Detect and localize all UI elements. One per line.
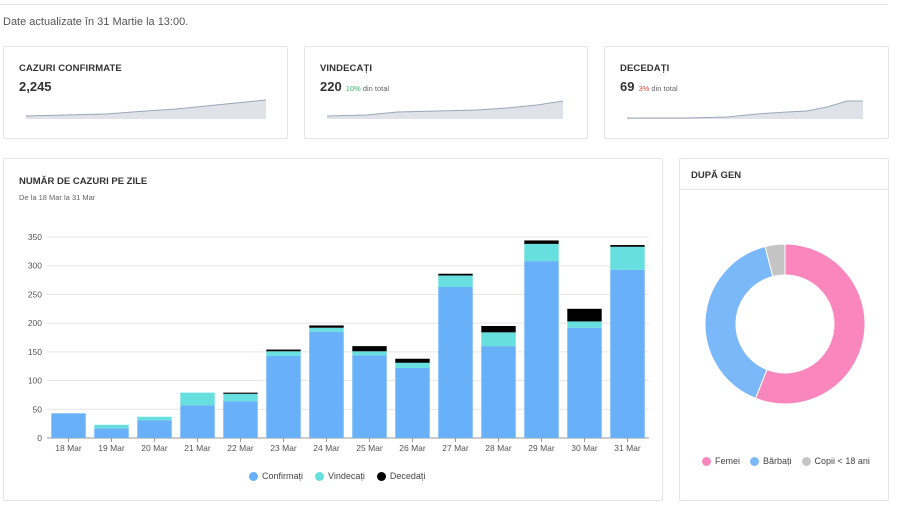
y-tick-label: 100 [28, 376, 42, 386]
x-tick-label: 21 Mar [184, 443, 211, 453]
x-tick-label: 22 Mar [227, 443, 254, 453]
slice-men[interactable] [704, 245, 774, 400]
bar-recovered[interactable] [567, 321, 602, 328]
update-timestamp: Date actualizate în 31 Martie la 13:00. [3, 16, 189, 28]
stat-title: VINDECAȚI [320, 63, 373, 74]
x-tick-label: 29 Mar [528, 443, 555, 453]
bar-confirmed[interactable] [567, 327, 602, 438]
x-tick-label: 19 Mar [98, 443, 125, 453]
y-tick-label: 200 [28, 318, 42, 328]
bar-deceased[interactable] [610, 245, 645, 247]
x-tick-label: 24 Mar [313, 443, 340, 453]
bar-deceased[interactable] [266, 349, 301, 352]
legend-deceased[interactable]: Decedați [376, 471, 425, 481]
bar-recovered[interactable] [266, 351, 301, 356]
bar-deceased[interactable] [309, 325, 344, 328]
bar-confirmed[interactable] [395, 367, 430, 438]
legend-confirmed[interactable]: Confirmați [249, 471, 303, 481]
daily-bar-chart: 0 50 100 150 200 250 300 350 18 Mar 19 Mar 20 Mar 2… [28, 232, 649, 453]
x-tick-label: 28 Mar [485, 443, 512, 453]
panel-title: NUMĂR DE CAZURI PE ZILE [19, 176, 148, 187]
bar-confirmed[interactable] [51, 413, 86, 438]
slice-women[interactable] [754, 243, 866, 405]
bar-deceased[interactable] [524, 240, 559, 244]
stat-percent: 3% din total [638, 84, 678, 93]
x-tick-label: 18 Mar [55, 443, 82, 453]
bar-confirmed[interactable] [610, 269, 645, 438]
bar-deceased[interactable] [438, 273, 473, 276]
bar-recovered[interactable] [352, 351, 387, 356]
bar-confirmed[interactable] [266, 355, 301, 438]
legend-women[interactable]: Femei [702, 456, 740, 466]
stat-percent: 10% din total [345, 84, 390, 93]
bar-deceased[interactable] [395, 358, 430, 363]
y-tick-label: 250 [28, 289, 42, 299]
stat-card-confirmed: CAZURI CONFIRMATE 2,245 [3, 46, 288, 139]
legend-men[interactable]: Bărbați [750, 456, 792, 466]
x-tick-label: 30 Mar [571, 443, 598, 453]
y-tick-label: 350 [28, 232, 42, 242]
y-tick-label: 50 [33, 404, 43, 414]
legend-recovered[interactable]: Vindecați [315, 471, 365, 481]
gender-donut-chart [704, 243, 866, 405]
sparkline-deceased [627, 100, 863, 119]
bar-confirmed[interactable] [309, 331, 344, 438]
bar-confirmed[interactable] [137, 420, 172, 438]
x-tick-label: 31 Mar [614, 443, 641, 453]
top-divider [0, 4, 888, 5]
stat-title: DECEDAȚI [620, 63, 670, 74]
bar-deceased[interactable] [223, 392, 258, 394]
stat-value: 69 3% din total [620, 79, 678, 94]
bar-recovered[interactable] [524, 243, 559, 262]
bar-deceased[interactable] [352, 346, 387, 352]
bar-deceased[interactable] [481, 326, 516, 333]
bar-recovered[interactable] [180, 392, 215, 406]
y-tick-label: 150 [28, 347, 42, 357]
sparkline-recovered [327, 100, 563, 119]
bar-deceased[interactable] [567, 308, 602, 322]
gender-panel: DUPĂ GEN Femei Bărbați Copii < 18 ani [679, 158, 889, 501]
bar-confirmed[interactable] [524, 261, 559, 438]
stat-value: 220 10% din total [320, 79, 390, 94]
stat-title: CAZURI CONFIRMATE [19, 63, 122, 74]
bar-confirmed[interactable] [180, 405, 215, 438]
y-tick-label: 300 [28, 261, 42, 271]
y-tick-label: 0 [37, 433, 42, 443]
x-tick-label: 26 Mar [399, 443, 426, 453]
x-tick-label: 27 Mar [442, 443, 469, 453]
x-tick-label: 23 Mar [270, 443, 297, 453]
stat-card-recovered: VINDECAȚI 220 10% din total [304, 46, 588, 139]
bar-recovered[interactable] [481, 332, 516, 347]
sparkline-confirmed [26, 99, 266, 119]
bar-recovered[interactable] [395, 362, 430, 368]
bar-confirmed[interactable] [438, 286, 473, 438]
bar-recovered[interactable] [137, 416, 172, 421]
bar-recovered[interactable] [309, 327, 344, 332]
gender-legend: Femei Bărbați Copii < 18 ani [702, 456, 870, 466]
slice-children[interactable] [764, 243, 786, 278]
bar-recovered[interactable] [610, 246, 645, 270]
x-tick-label: 25 Mar [356, 443, 383, 453]
bar-recovered[interactable] [438, 275, 473, 287]
bar-confirmed[interactable] [94, 428, 129, 438]
chart-legend: Confirmați Vindecați Decedați [249, 471, 425, 481]
bar-recovered[interactable] [223, 393, 258, 402]
bar-recovered[interactable] [94, 424, 129, 429]
stat-value: 2,245 [19, 79, 52, 94]
stat-card-deceased: DECEDAȚI 69 3% din total [604, 46, 889, 139]
bar-confirmed[interactable] [352, 355, 387, 438]
legend-children[interactable]: Copii < 18 ani [801, 456, 870, 466]
panel-divider [680, 189, 888, 190]
x-tick-label: 20 Mar [141, 443, 168, 453]
daily-chart-panel: NUMĂR DE CAZURI PE ZILE De la 18 Mar la … [3, 158, 663, 501]
bar-confirmed[interactable] [481, 346, 516, 438]
panel-title: DUPĂ GEN [691, 170, 742, 181]
bar-confirmed[interactable] [223, 401, 258, 438]
panel-subtitle: De la 18 Mar la 31 Mar [19, 193, 96, 202]
